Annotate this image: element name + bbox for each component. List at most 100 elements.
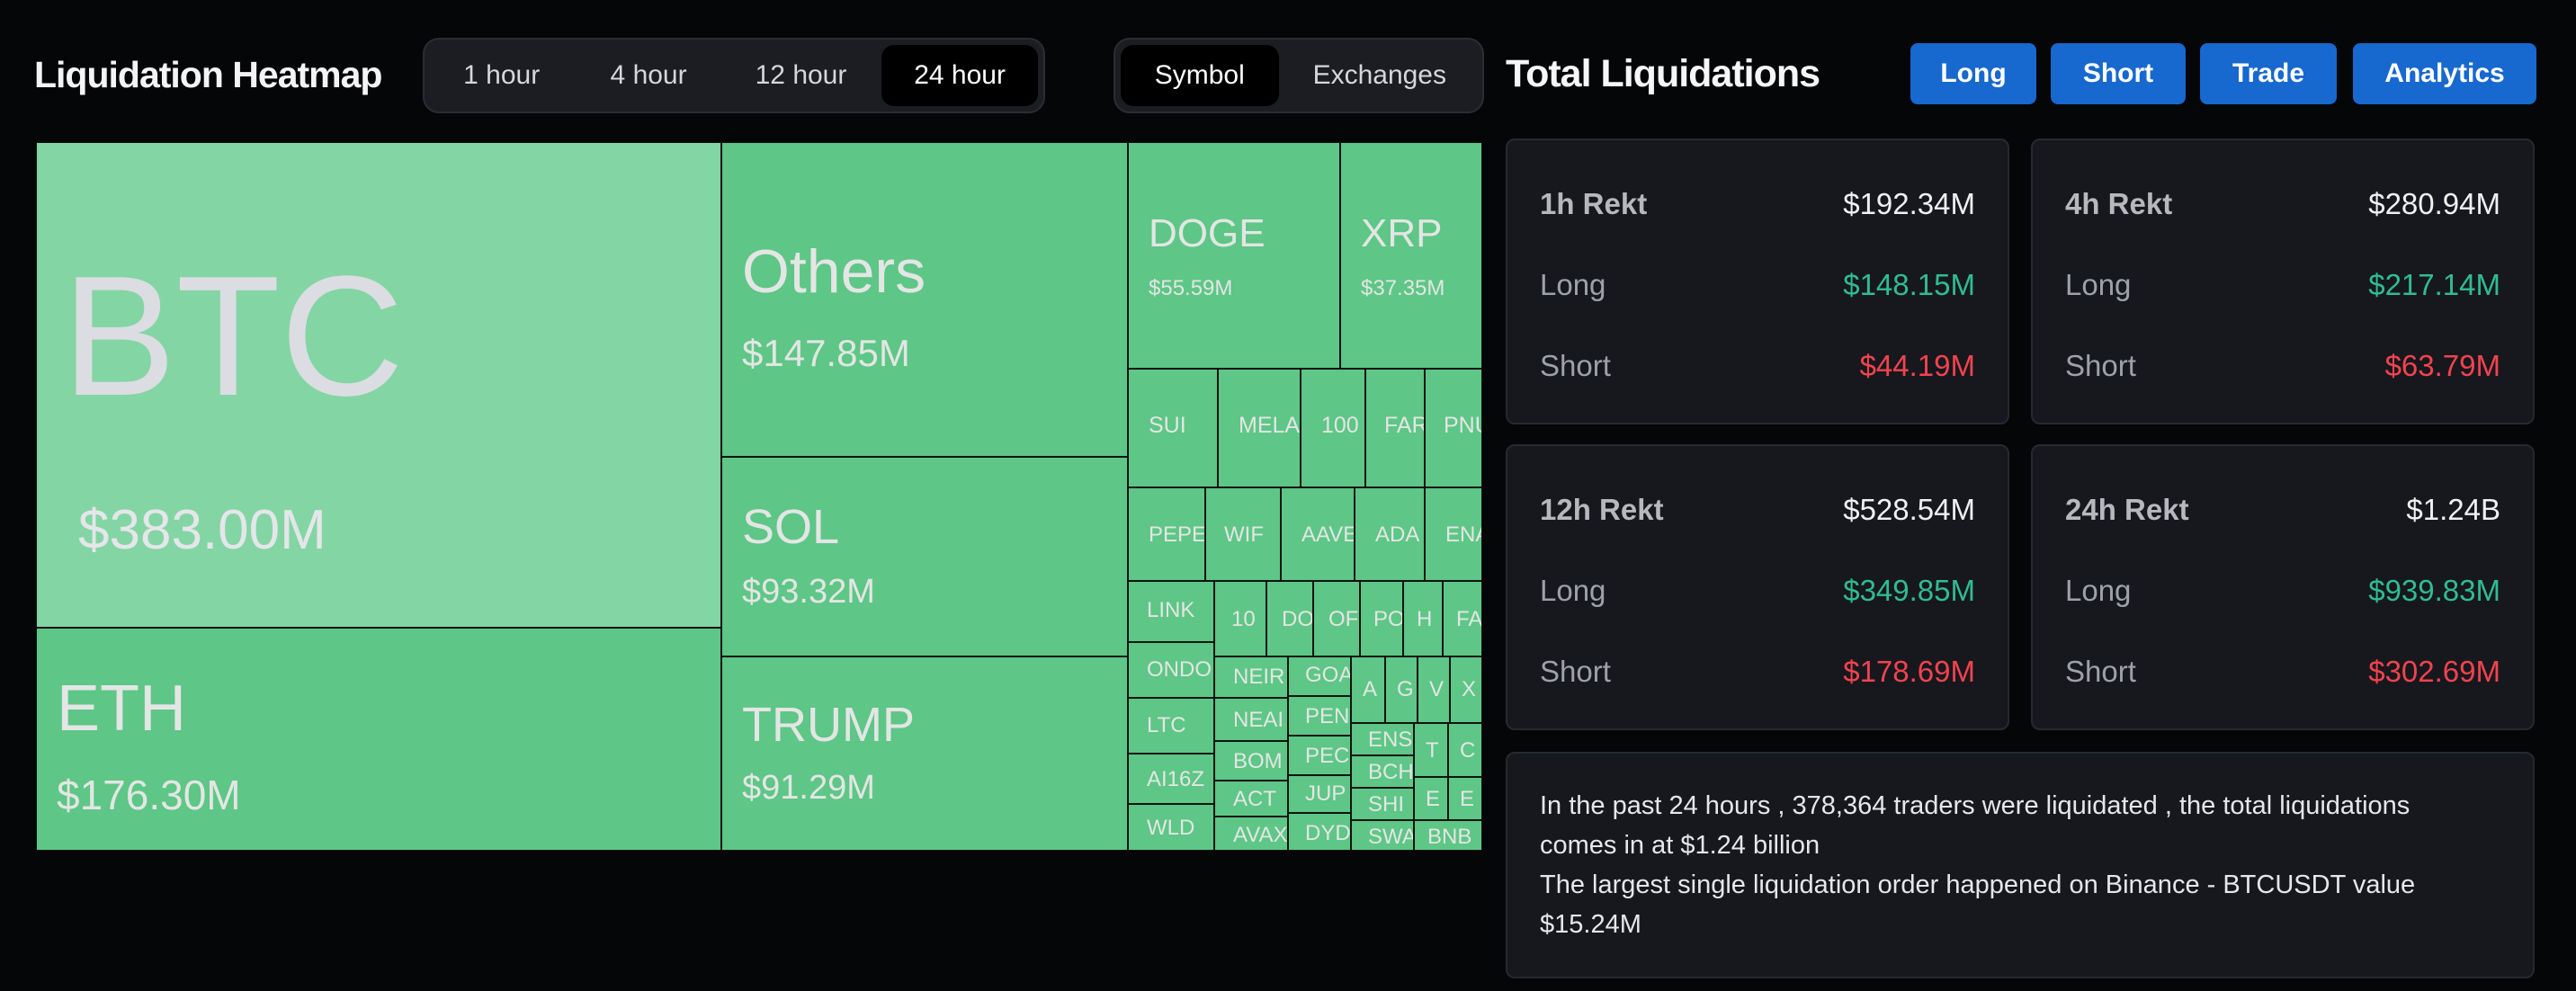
heatmap-cell-100[interactable]: 100 xyxy=(1301,369,1365,487)
short-button[interactable]: Short xyxy=(2051,43,2186,104)
heatmap-cell-h[interactable]: H xyxy=(1403,581,1443,656)
heatmap-cell-a[interactable]: A xyxy=(1351,656,1385,723)
heatmap-cell-bch[interactable]: BCH xyxy=(1351,755,1414,788)
stat-short-value: $178.69M xyxy=(1843,655,1975,688)
heatmap-cell-pen[interactable]: PEN xyxy=(1288,696,1351,736)
heatmap-cell-sui[interactable]: SUI xyxy=(1128,369,1218,487)
cell-symbol: G xyxy=(1397,677,1414,701)
heatmap-cell-goa[interactable]: GOA xyxy=(1288,656,1351,696)
heatmap-cell-t[interactable]: T xyxy=(1414,723,1448,777)
cell-symbol: BOM xyxy=(1233,749,1283,773)
heatmap-cell-do[interactable]: DO xyxy=(1266,581,1313,656)
cell-symbol: 100 xyxy=(1321,413,1359,438)
stat-head-label: 12h Rekt xyxy=(1540,493,1664,526)
tab-4-hour[interactable]: 4 hour xyxy=(610,60,687,90)
long-button[interactable]: Long xyxy=(1910,43,2036,104)
heatmap-cell-aave[interactable]: AAVE xyxy=(1281,487,1355,581)
heatmap-cell-wif[interactable]: WIF xyxy=(1205,487,1281,581)
heatmap-cell-ada[interactable]: ADA xyxy=(1355,487,1425,581)
heatmap-cell-jup[interactable]: JUP xyxy=(1288,775,1351,813)
heatmap-cell-ai16z[interactable]: AI16Z xyxy=(1128,754,1214,804)
heatmap-cell-link[interactable]: LINK xyxy=(1128,581,1214,642)
cell-symbol: BNB xyxy=(1427,825,1472,849)
heatmap-cell-pepe[interactable]: PEPE xyxy=(1128,487,1205,581)
heatmap-cell-xrp[interactable]: XRP $37.35M xyxy=(1340,142,1482,369)
heatmap-cell-neai[interactable]: NEAI xyxy=(1214,698,1288,741)
heatmap-cell-dyd[interactable]: DYD xyxy=(1288,813,1351,851)
cell-symbol: ONDO xyxy=(1147,657,1212,682)
heatmap-cell-c[interactable]: C xyxy=(1448,723,1482,777)
heatmap-cell-neir[interactable]: NEIR xyxy=(1214,656,1288,698)
heatmap-cell-pnu[interactable]: PNU xyxy=(1425,369,1482,487)
heatmap-cell-far[interactable]: FAR xyxy=(1365,369,1425,487)
cell-value: $176.30M xyxy=(57,772,241,818)
tab-12-hour[interactable]: 12 hour xyxy=(755,60,847,90)
stats-card-24h: 24h Rekt $1.24B Long $939.83M Short $302… xyxy=(2031,444,2535,730)
tab-24-hour[interactable]: 24 hour xyxy=(881,45,1038,106)
heatmap-cell-act[interactable]: ACT xyxy=(1214,781,1288,817)
stats-card-12h: 12h Rekt $528.54M Long $349.85M Short $1… xyxy=(1506,444,2009,730)
cell-symbol: BCH xyxy=(1368,760,1414,784)
heatmap-cell-of[interactable]: OF xyxy=(1313,581,1360,656)
heatmap-cell-ena[interactable]: ENA xyxy=(1425,487,1482,581)
stat-short-value: $63.79M xyxy=(2384,349,2500,382)
cell-value: $37.35M xyxy=(1361,276,1445,300)
heatmap-cell-shi[interactable]: SHI xyxy=(1351,788,1414,820)
heatmap-cell-e2[interactable]: E xyxy=(1448,777,1482,820)
heatmap-cell-g[interactable]: G xyxy=(1385,656,1418,723)
heatmap-cell-fa[interactable]: FA xyxy=(1443,581,1482,656)
cell-value: $93.32M xyxy=(742,573,875,611)
heatmap-cell-ens[interactable]: ENS xyxy=(1351,723,1414,755)
heatmap-cell-avax[interactable]: AVAX xyxy=(1214,817,1288,851)
tab-1-hour[interactable]: 1 hour xyxy=(463,60,541,90)
heatmap-cell-po[interactable]: PO xyxy=(1360,581,1403,656)
heatmap-cell-others[interactable]: Others $147.85M xyxy=(721,142,1128,457)
summary-line-largest: The largest single liquidation order hap… xyxy=(1540,870,2416,939)
stat-long-label: Long xyxy=(1540,268,1606,301)
cell-symbol: LINK xyxy=(1147,598,1195,622)
tab-exchanges[interactable]: Exchanges xyxy=(1312,60,1446,90)
cell-symbol: NEIR xyxy=(1233,665,1285,689)
heatmap-cell-x[interactable]: X xyxy=(1450,656,1482,723)
stat-long-label: Long xyxy=(2065,268,2132,301)
heatmap-cell-btc[interactable]: BTC $383.00M xyxy=(36,142,721,628)
heatmap-cell-v[interactable]: V xyxy=(1418,656,1450,723)
heatmap-cell-ltc[interactable]: LTC xyxy=(1128,698,1214,754)
heatmap-cell-e1[interactable]: E xyxy=(1414,777,1448,820)
heatmap-cell-bom[interactable]: BOM xyxy=(1214,741,1288,781)
cell-symbol: JUP xyxy=(1305,781,1346,806)
cell-symbol: PNU xyxy=(1444,413,1481,438)
cell-symbol: SHI xyxy=(1368,792,1405,817)
total-liquidations-title: Total Liquidations xyxy=(1506,52,1820,95)
analytics-button[interactable]: Analytics xyxy=(2353,43,2536,104)
heatmap-cell-wld[interactable]: WLD xyxy=(1128,804,1214,851)
tab-symbol[interactable]: Symbol xyxy=(1121,45,1279,106)
cell-value: $147.85M xyxy=(742,332,910,374)
stat-head-value: $280.94M xyxy=(2368,187,2500,220)
cell-symbol: GOA xyxy=(1305,663,1351,687)
cell-symbol: C xyxy=(1460,738,1476,763)
cell-symbol: ENS xyxy=(1368,728,1413,752)
heatmap-cell-ondo[interactable]: ONDO xyxy=(1128,642,1214,698)
stat-head-value: $1.24B xyxy=(2406,493,2500,526)
cell-symbol: T xyxy=(1426,738,1439,763)
stat-long-label: Long xyxy=(2065,574,2132,607)
heatmap-cell-trump[interactable]: TRUMP $91.29M xyxy=(721,656,1128,851)
cell-symbol: AI16Z xyxy=(1147,767,1205,791)
trade-button[interactable]: Trade xyxy=(2200,43,2337,104)
cell-symbol: FA xyxy=(1456,607,1482,631)
cell-symbol: DO xyxy=(1282,607,1313,631)
cell-symbol: DOGE xyxy=(1149,211,1266,255)
heatmap-cell-sol[interactable]: SOL $93.32M xyxy=(721,457,1128,656)
cell-symbol: ETH xyxy=(57,673,186,745)
heatmap-cell-mela[interactable]: MELA xyxy=(1218,369,1301,487)
heatmap-cell-swa[interactable]: SWA xyxy=(1351,820,1414,851)
heatmap-cell-doge[interactable]: DOGE $55.59M xyxy=(1128,142,1340,369)
cell-symbol: V xyxy=(1429,677,1445,701)
heatmap-cell-pec[interactable]: PEC xyxy=(1288,736,1351,775)
cell-symbol: AVAX xyxy=(1233,823,1288,847)
cell-symbol: ENA xyxy=(1445,522,1481,547)
heatmap-cell-eth[interactable]: ETH $176.30M xyxy=(36,628,721,851)
heatmap-cell-10[interactable]: 10 xyxy=(1214,581,1266,656)
heatmap-cell-bnb[interactable]: BNB xyxy=(1414,820,1482,851)
